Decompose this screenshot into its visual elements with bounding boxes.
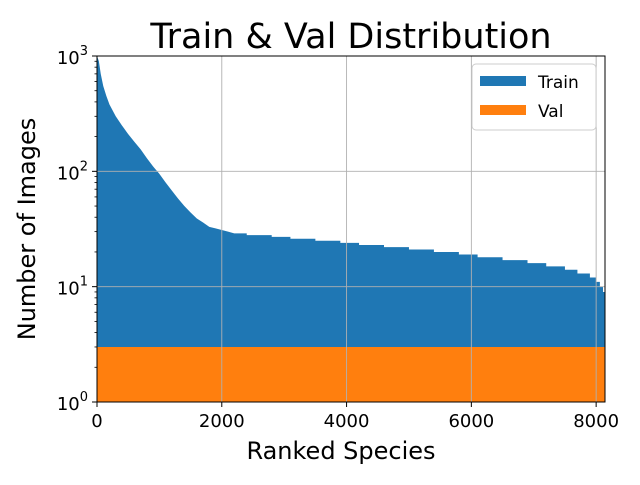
chart-title: Train & Val Distribution — [149, 17, 551, 57]
x-tick-label: 0 — [91, 411, 102, 432]
x-tick-label: 4000 — [324, 411, 370, 432]
plot-areas — [97, 56, 605, 402]
x-tick-label: 8000 — [573, 411, 619, 432]
y-axis-label: Number of Images — [13, 118, 41, 340]
area-val — [97, 346, 605, 402]
x-axis-ticks: 0 2000 4000 6000 8000 — [91, 402, 619, 432]
legend-swatch-train — [480, 76, 526, 86]
x-axis-label: Ranked Species — [246, 437, 435, 465]
x-tick-label: 2000 — [199, 411, 245, 432]
area-train — [97, 56, 605, 402]
y-tick-label: 101 — [57, 275, 88, 300]
legend-swatch-val — [480, 105, 526, 115]
legend-label-val: Val — [538, 102, 563, 122]
x-tick-label: 6000 — [448, 411, 494, 432]
y-axis-ticks: 100 101 102 103 — [57, 44, 97, 415]
legend-label-train: Train — [537, 73, 579, 93]
legend: Train Val — [471, 63, 597, 131]
y-tick-label: 102 — [57, 159, 88, 184]
y-tick-label: 100 — [57, 390, 88, 415]
plot-frame — [96, 55, 606, 403]
y-tick-label: 103 — [57, 44, 88, 69]
